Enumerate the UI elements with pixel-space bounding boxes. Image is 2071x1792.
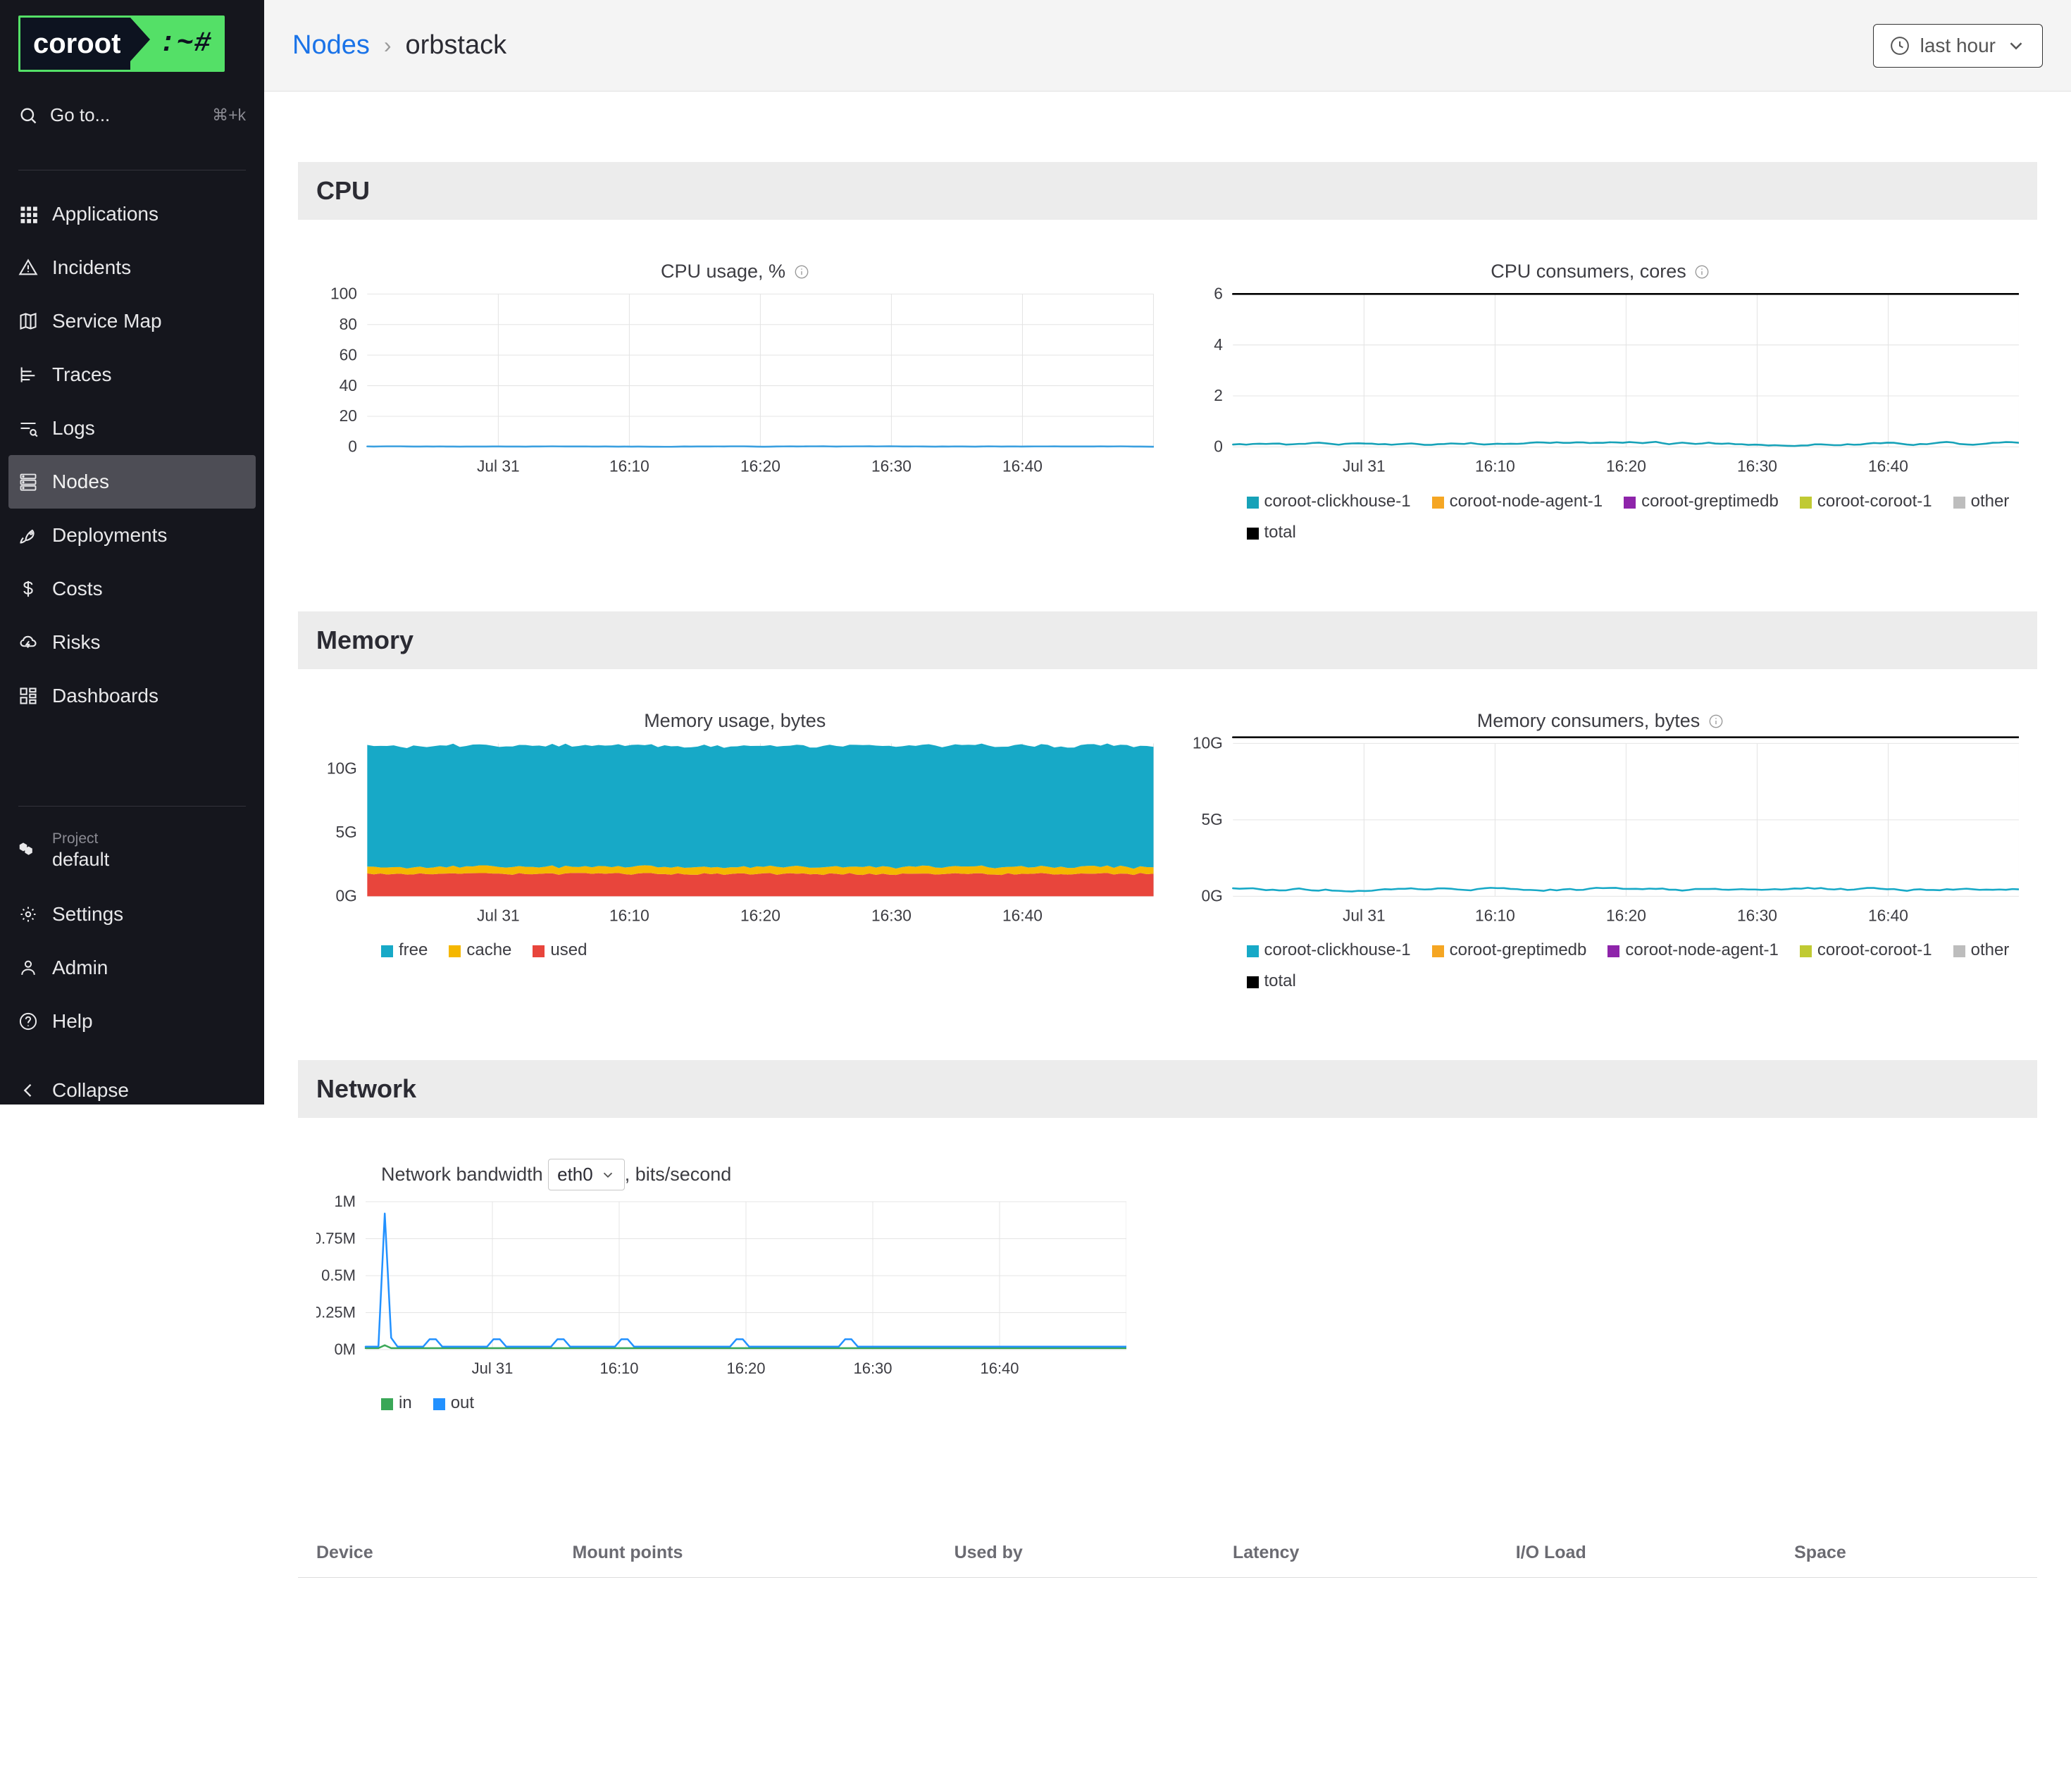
svg-text:16:20: 16:20 — [1605, 457, 1646, 475]
svg-text:16:20: 16:20 — [740, 906, 780, 924]
svg-text:Jul 31: Jul 31 — [472, 1359, 514, 1377]
svg-text:2: 2 — [1214, 386, 1223, 404]
svg-text:16:30: 16:30 — [1737, 457, 1777, 475]
svg-text:16:20: 16:20 — [1605, 906, 1646, 924]
svg-text:0G: 0G — [1201, 886, 1222, 904]
svg-text:Jul 31: Jul 31 — [477, 906, 520, 924]
svg-text:0G: 0G — [336, 886, 357, 904]
svg-text:16:10: 16:10 — [609, 906, 649, 924]
svg-text:100: 100 — [330, 287, 357, 303]
svg-text:16:30: 16:30 — [1737, 906, 1777, 924]
svg-text:10G: 10G — [1192, 736, 1222, 752]
svg-text:16:40: 16:40 — [980, 1359, 1019, 1377]
svg-text:6: 6 — [1214, 287, 1223, 303]
svg-text:0.25M: 0.25M — [316, 1304, 356, 1321]
svg-text:16:40: 16:40 — [1868, 906, 1908, 924]
svg-text:0.75M: 0.75M — [316, 1230, 356, 1247]
svg-text:Jul 31: Jul 31 — [477, 457, 520, 475]
svg-text:16:20: 16:20 — [726, 1359, 765, 1377]
svg-text:16:30: 16:30 — [871, 906, 912, 924]
svg-text:Jul 31: Jul 31 — [1343, 457, 1386, 475]
svg-text:80: 80 — [340, 315, 357, 333]
svg-text:16:40: 16:40 — [1868, 457, 1908, 475]
svg-text:0.5M: 0.5M — [321, 1267, 356, 1284]
svg-text:60: 60 — [340, 345, 357, 363]
svg-text:16:10: 16:10 — [599, 1359, 638, 1377]
svg-text:0: 0 — [1214, 437, 1223, 456]
svg-text:16:30: 16:30 — [871, 457, 912, 475]
svg-text:0M: 0M — [334, 1340, 356, 1358]
svg-text:Jul 31: Jul 31 — [1343, 906, 1386, 924]
svg-text:0: 0 — [348, 437, 357, 456]
svg-text:16:40: 16:40 — [1002, 906, 1043, 924]
svg-text:5G: 5G — [336, 823, 357, 841]
svg-text:40: 40 — [340, 376, 357, 394]
svg-text:16:20: 16:20 — [740, 457, 780, 475]
svg-text:5G: 5G — [1201, 810, 1222, 828]
svg-text:1M: 1M — [334, 1195, 356, 1210]
svg-text:16:40: 16:40 — [1002, 457, 1043, 475]
svg-text:20: 20 — [340, 406, 357, 425]
svg-text:4: 4 — [1214, 335, 1223, 354]
svg-text:16:10: 16:10 — [1474, 906, 1515, 924]
svg-text:16:30: 16:30 — [853, 1359, 892, 1377]
svg-text:16:10: 16:10 — [1474, 457, 1515, 475]
svg-text:10G: 10G — [327, 759, 357, 777]
svg-text:16:10: 16:10 — [609, 457, 649, 475]
